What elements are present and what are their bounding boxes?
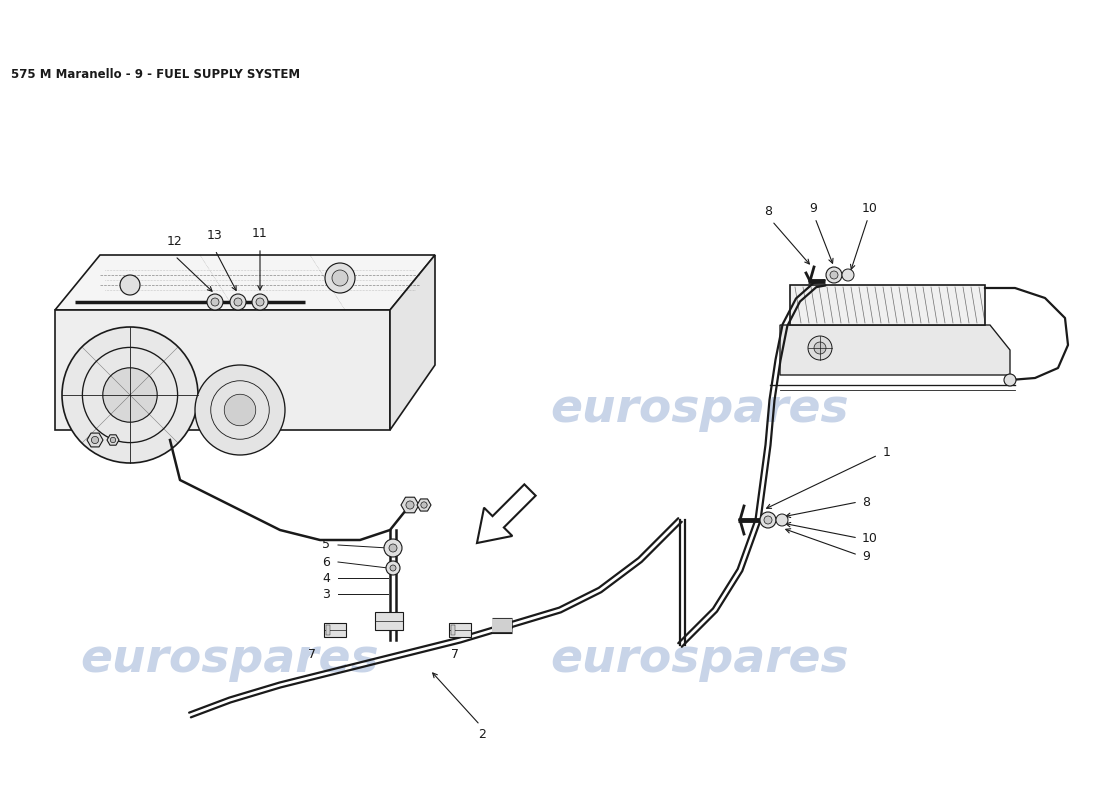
- Polygon shape: [55, 255, 435, 310]
- Circle shape: [406, 501, 414, 509]
- Text: 7: 7: [308, 648, 316, 661]
- Polygon shape: [87, 433, 103, 447]
- Polygon shape: [402, 498, 419, 513]
- Circle shape: [830, 271, 838, 279]
- Bar: [324, 623, 346, 637]
- Circle shape: [230, 294, 246, 310]
- Text: 2: 2: [478, 728, 486, 741]
- Text: 9: 9: [810, 202, 817, 215]
- Circle shape: [91, 437, 99, 443]
- Circle shape: [814, 342, 826, 354]
- Text: 8: 8: [764, 205, 772, 218]
- Circle shape: [224, 394, 255, 426]
- Text: 10: 10: [862, 202, 878, 215]
- Text: 5: 5: [322, 538, 330, 551]
- Circle shape: [324, 263, 355, 293]
- Circle shape: [826, 267, 842, 283]
- Circle shape: [110, 438, 115, 442]
- Text: 10: 10: [862, 531, 878, 545]
- Text: 13: 13: [207, 229, 223, 242]
- Circle shape: [332, 270, 348, 286]
- Circle shape: [386, 561, 400, 575]
- Text: 8: 8: [862, 495, 870, 509]
- Circle shape: [252, 294, 268, 310]
- Text: 575 M Maranello - 9 - FUEL SUPPLY SYSTEM: 575 M Maranello - 9 - FUEL SUPPLY SYSTEM: [11, 67, 300, 81]
- Circle shape: [421, 502, 427, 508]
- Circle shape: [102, 368, 157, 422]
- Circle shape: [195, 365, 285, 455]
- Bar: [449, 623, 471, 637]
- Circle shape: [764, 516, 772, 524]
- Text: eurospares: eurospares: [551, 638, 849, 682]
- Text: 7: 7: [451, 648, 459, 661]
- Circle shape: [808, 336, 832, 360]
- Text: eurospares: eurospares: [551, 387, 849, 433]
- Polygon shape: [417, 499, 431, 511]
- Text: eurospares: eurospares: [80, 638, 380, 682]
- Polygon shape: [390, 255, 435, 430]
- Bar: [451, 625, 455, 635]
- Text: 11: 11: [252, 227, 268, 240]
- Circle shape: [776, 514, 788, 526]
- Circle shape: [760, 512, 775, 528]
- Text: 4: 4: [322, 571, 330, 585]
- Text: 6: 6: [322, 555, 330, 569]
- Text: 3: 3: [322, 587, 330, 601]
- Bar: [790, 285, 984, 325]
- Circle shape: [120, 275, 140, 295]
- Polygon shape: [780, 325, 1010, 375]
- Circle shape: [389, 544, 397, 552]
- Circle shape: [384, 539, 402, 557]
- Bar: [375, 612, 403, 630]
- Text: 12: 12: [167, 235, 183, 248]
- Bar: [326, 625, 330, 635]
- Text: 9: 9: [862, 550, 870, 562]
- Text: 1: 1: [883, 446, 891, 459]
- Circle shape: [62, 327, 198, 463]
- Circle shape: [842, 269, 854, 281]
- Polygon shape: [107, 435, 119, 445]
- Circle shape: [390, 565, 396, 571]
- Polygon shape: [55, 310, 390, 430]
- Circle shape: [256, 298, 264, 306]
- Circle shape: [1004, 374, 1016, 386]
- Text: eurospares: eurospares: [80, 387, 380, 433]
- Circle shape: [207, 294, 223, 310]
- Circle shape: [234, 298, 242, 306]
- Circle shape: [211, 298, 219, 306]
